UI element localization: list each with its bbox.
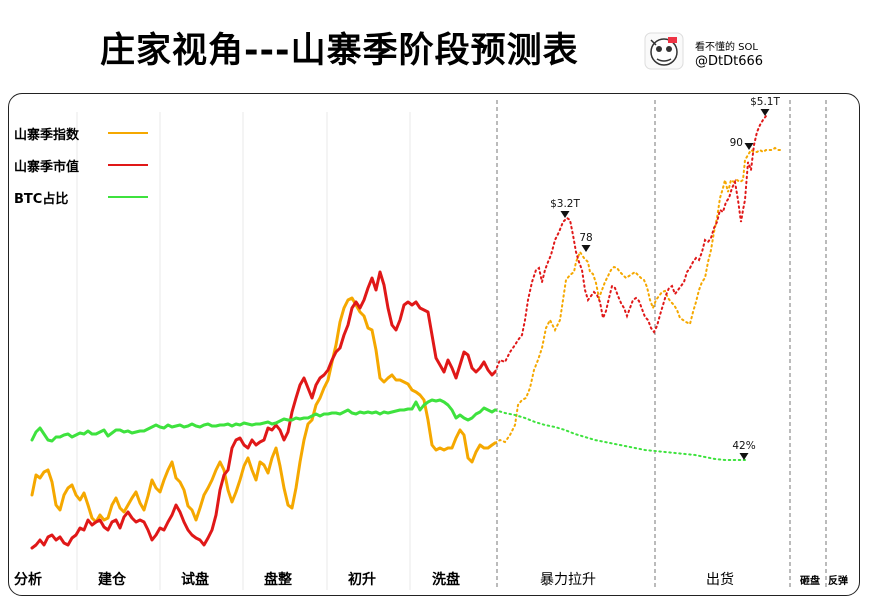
chart-frame <box>8 93 860 596</box>
annotation-marker <box>560 211 570 218</box>
annotation-label: 90 <box>730 137 743 149</box>
annotation: $5.1T <box>750 96 780 116</box>
annotation-marker <box>744 143 754 150</box>
stage-label-initial-rise: 初升 <box>348 572 376 588</box>
annotation: $3.2T <box>550 198 580 218</box>
stage-label-rebound: 反弹 <box>828 576 848 587</box>
series-line-alt-marketcap <box>30 270 497 550</box>
series-forecast-btc-dominance <box>494 409 746 461</box>
stage-label-dump: 砸盘 <box>800 576 820 587</box>
annotation: 42% <box>732 440 756 460</box>
cartoon-avatar-icon <box>644 32 684 70</box>
stage-label-accumulate: 建仓 <box>98 572 126 588</box>
legend-item-alt-marketcap: 山寨季市值 <box>14 156 148 175</box>
annotation-label: 78 <box>579 232 592 244</box>
annotation-label: $5.1T <box>750 96 780 108</box>
legend-swatch <box>108 196 148 198</box>
stage-label-surge: 暴力拉升 <box>540 572 596 588</box>
legend-label: BTC占比 <box>14 192 69 207</box>
legend-label: 山寨季指数 <box>14 128 80 143</box>
annotation: 78 <box>579 232 593 252</box>
author-name: 看不懂的 SOL <box>695 42 758 53</box>
annotation-label: $3.2T <box>550 198 580 210</box>
page-title: 庄家视角---山寨季阶段预测表 <box>100 31 579 71</box>
stage-label-analysis: 分析 <box>14 572 42 588</box>
stage-label-distribute: 出货 <box>706 572 734 588</box>
annotation-label: 42% <box>732 440 755 452</box>
series-line-alt-index <box>30 296 497 524</box>
stage-label-test: 试盘 <box>181 572 209 588</box>
series-line-btc-dominance <box>30 398 497 443</box>
legend-swatch <box>108 164 148 166</box>
series-forecast-alt-marketcap <box>494 115 769 373</box>
legend-item-alt-index: 山寨季指数 <box>14 124 148 143</box>
author-handle: @DtDt666 <box>695 54 764 69</box>
legend-swatch <box>108 132 148 134</box>
annotation-marker <box>760 109 770 116</box>
series-forecast-alt-index <box>494 146 781 444</box>
annotation-marker <box>739 453 749 460</box>
stage-label-consolidate: 盘整 <box>264 572 292 588</box>
annotation-marker <box>581 245 591 252</box>
stage-label-shakeout: 洗盘 <box>432 572 460 588</box>
legend-label: 山寨季市值 <box>14 160 80 175</box>
annotation: 90 <box>730 137 754 150</box>
legend-item-btc-dominance: BTC占比 <box>14 188 148 207</box>
